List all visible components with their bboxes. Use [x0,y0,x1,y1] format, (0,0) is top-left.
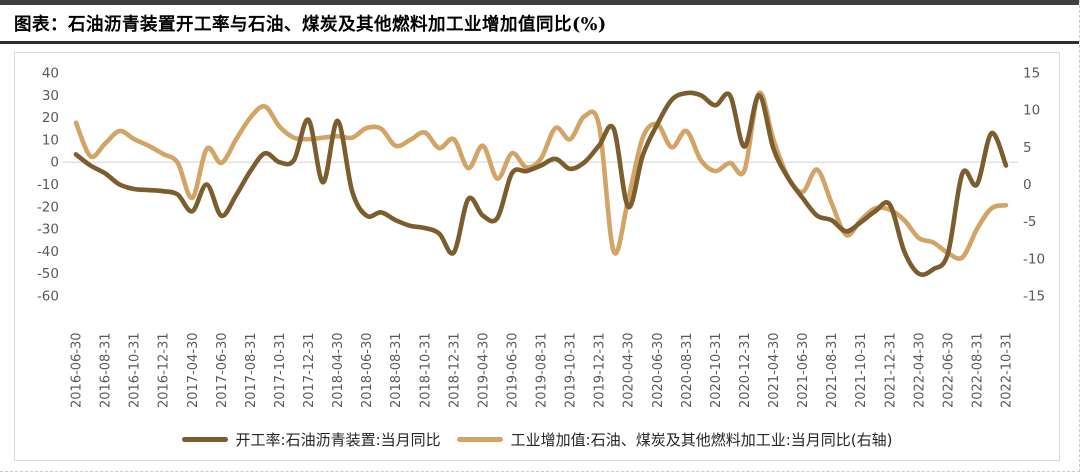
legend-item-industrial-value-added: 工业增加值:石油、煤炭及其他燃料加工业:当月同比(右轴) [456,429,893,450]
left-axis-tick-label: -10 [37,177,59,193]
left-axis-tick-label: 30 [42,88,59,104]
x-axis-tick-label: 2019-04-30 [476,332,491,408]
x-axis-tick-label: 2018-10-31 [418,332,433,408]
x-axis-tick-label: 2020-10-31 [709,332,724,408]
x-axis-tick-label: 2017-04-30 [186,332,201,408]
x-axis-tick-label: 2020-04-30 [622,332,637,408]
line-chart-plot: 40 30 20 10 0 -10 -20 -30 -40 -50 -60 15 10 5 0 -5 -10 -1… [37,66,1045,409]
x-axis-tick-label: 2019-10-31 [564,332,579,408]
x-axis-tick-label: 2019-12-31 [593,332,608,408]
x-axis-tick-label: 2018-04-30 [331,332,346,408]
left-axis-tick-label: -20 [37,199,59,215]
line-industrial-value-added [73,90,1009,261]
x-axis-tick-label: 2021-08-31 [825,332,840,408]
legend-swatch-industrial-value-added [456,436,503,442]
right-axis-tick-label: -5 [1023,214,1036,230]
title-divider [0,41,1079,44]
x-axis-tick-label: 2022-10-31 [1000,332,1015,408]
right-axis-tick-label: -10 [1023,251,1045,267]
top-border-bar [0,0,1079,5]
x-axis-tick-label: 2021-12-31 [883,332,898,408]
x-axis-tick-label: 2017-10-31 [273,332,288,408]
x-axis-tick-label: 2020-06-30 [651,332,666,408]
x-axis-tick-label: 2021-10-31 [854,332,869,408]
right-axis-tick-label: 10 [1023,103,1040,119]
x-axis-tick-label: 2022-04-30 [912,332,927,408]
x-axis-tick-label: 2018-12-31 [447,332,462,408]
right-axis-tick-label: -15 [1023,289,1045,305]
x-axis-tick-label: 2020-08-31 [680,332,695,408]
x-axis-tick-label: 2022-08-31 [970,332,985,408]
x-axis-tick-label: 2017-12-31 [302,332,317,408]
x-axis-tick-label: 2018-06-30 [360,332,375,408]
x-axis-tick-label: 2021-06-30 [796,332,811,408]
x-axis-tick-label: 2018-08-31 [389,332,404,408]
x-axis-tick-label: 2016-08-31 [99,332,114,408]
right-axis-tick-label: 0 [1023,177,1032,193]
x-axis-tick-label: 2021-04-30 [767,332,782,408]
x-axis-tick-label: 2016-12-31 [157,332,172,408]
left-axis-tick-label: 40 [42,66,59,82]
left-axis-tick-label: -60 [37,289,59,305]
x-axis-tick-label: 2016-10-31 [128,332,143,408]
legend-label-industrial-value-added: 工业增加值:石油、煤炭及其他燃料加工业:当月同比(右轴) [510,430,893,449]
legend: 开工率:石油沥青装置:当月同比 工业增加值:石油、煤炭及其他燃料加工业:当月同比… [15,425,1059,453]
left-axis-tick-label: -40 [37,244,59,260]
x-axis-tick-label: 2020-12-31 [738,332,753,408]
x-axis-tick-label: 2019-08-31 [535,332,550,408]
left-axis-tick-label: 20 [42,110,59,126]
right-axis-tick-label: 5 [1023,140,1032,156]
left-axis-tick-label: 10 [42,132,59,148]
legend-label-asphalt-operating-rate: 开工率:石油沥青装置:当月同比 [235,430,441,449]
left-axis-tick-label: -30 [37,222,59,238]
x-axis-tick-label: 2022-06-30 [941,332,956,408]
page-title: 图表：石油沥青装置开工率与石油、煤炭及其他燃料加工业增加值同比(%) [14,15,607,35]
left-axis-tick-label: -50 [37,266,59,282]
legend-swatch-asphalt-operating-rate [181,436,228,442]
right-axis-tick-label: 15 [1023,66,1040,82]
x-axis-tick-label: 2017-08-31 [244,332,259,408]
left-axis-tick-label: 0 [50,155,59,171]
line-asphalt-operating-rate [73,90,1009,278]
x-axis-tick-label: 2019-06-30 [505,332,520,408]
chart-card: 40 30 20 10 0 -10 -20 -30 -40 -50 -60 15 10 5 0 -5 -10 -1… [14,52,1060,461]
x-axis-tick-label: 2017-06-30 [215,332,230,408]
legend-item-asphalt-operating-rate: 开工率:石油沥青装置:当月同比 [181,429,441,450]
x-axis-tick-label: 2016-06-30 [70,332,85,408]
